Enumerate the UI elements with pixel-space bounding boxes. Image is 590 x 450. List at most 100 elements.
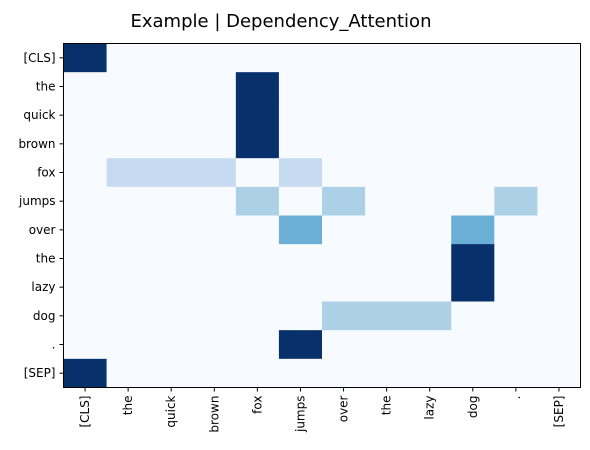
- heatmap-cell: [149, 244, 194, 274]
- heatmap-cell: [192, 72, 237, 102]
- heatmap-cell: [494, 244, 538, 274]
- heatmap-cell: [106, 330, 151, 360]
- heatmap-cell: [451, 43, 495, 73]
- heatmap-cell: [149, 272, 194, 302]
- heatmap-cell: [494, 72, 538, 102]
- heatmap-cell: [451, 186, 495, 216]
- heatmap-cell: [278, 330, 323, 360]
- heatmap-cell: [451, 358, 495, 388]
- heatmap-cell: [278, 244, 323, 274]
- heatmap-cell: [192, 43, 237, 73]
- y-tick-label: .: [52, 338, 56, 352]
- heatmap-cell: [149, 72, 194, 102]
- x-tick-label: [SEP]: [552, 396, 566, 428]
- heatmap-cell: [106, 43, 151, 73]
- heatmap-cell: [365, 272, 409, 302]
- heatmap-cell: [537, 272, 581, 302]
- heatmap-cell: [278, 100, 323, 130]
- heatmap-cell: [451, 330, 495, 360]
- heatmap-cell: [235, 330, 280, 360]
- heatmap-cell: [537, 100, 581, 130]
- heatmap-cell: [408, 330, 452, 360]
- heatmap-cell: [537, 215, 581, 245]
- heatmap-cell: [408, 244, 452, 274]
- heatmap-cell: [106, 301, 151, 331]
- heatmap-cell: [408, 129, 452, 159]
- heatmap-cell: [192, 272, 237, 302]
- heatmap-cell: [494, 186, 538, 216]
- heatmap-cell: [494, 100, 538, 130]
- heatmap-cell: [537, 244, 581, 274]
- heatmap-cell: [365, 215, 409, 245]
- heatmap-cell: [322, 129, 366, 159]
- heatmap-cell: [63, 301, 107, 331]
- heatmap-cell: [322, 158, 366, 188]
- heatmap-cell: [278, 158, 323, 188]
- chart-title: Example | Dependency_Attention: [131, 11, 432, 32]
- heatmap-cell: [537, 129, 581, 159]
- heatmap-cell: [235, 100, 280, 130]
- heatmap-cell: [408, 272, 452, 302]
- heatmap-cell: [537, 72, 581, 102]
- heatmap-cell: [494, 358, 538, 388]
- heatmap-cell: [537, 301, 581, 331]
- heatmap-cell: [408, 100, 452, 130]
- heatmap-cell: [322, 72, 366, 102]
- heatmap-cell: [494, 272, 538, 302]
- heatmap-cell: [451, 158, 495, 188]
- heatmap-cell: [235, 43, 280, 73]
- heatmap-cell: [451, 244, 495, 274]
- heatmap-cell: [537, 43, 581, 73]
- heatmap-cell: [322, 43, 366, 73]
- heatmap-cell: [106, 358, 151, 388]
- heatmap-cell: [106, 186, 151, 216]
- y-tick-label: quick: [23, 108, 55, 122]
- heatmap-cell: [235, 129, 280, 159]
- heatmap-cell: [365, 129, 409, 159]
- heatmap-cell: [106, 72, 151, 102]
- heatmap-cell: [235, 215, 280, 245]
- heatmap-cell: [149, 158, 194, 188]
- heatmap-cell: [408, 43, 452, 73]
- heatmap-cell: [537, 358, 581, 388]
- heatmap-cell: [408, 301, 452, 331]
- y-tick-label: [CLS]: [23, 51, 55, 65]
- heatmap-cell: [322, 186, 366, 216]
- heatmap-cell: [537, 330, 581, 360]
- heatmap-cell: [192, 330, 237, 360]
- heatmap-cell: [63, 358, 107, 388]
- x-tick-label: lazy: [423, 396, 437, 420]
- heatmap-cell: [537, 186, 581, 216]
- heatmap-cell: [63, 215, 107, 245]
- y-tick-label: brown: [18, 137, 55, 151]
- heatmap-cell: [451, 72, 495, 102]
- heatmap-cell: [278, 358, 323, 388]
- heatmap-cell: [322, 215, 366, 245]
- heatmap-cell: [192, 244, 237, 274]
- heatmap-cell: [149, 358, 194, 388]
- heatmap-cell: [149, 186, 194, 216]
- x-axis: [CLS] the quick brown fox jumps over the lazy dog…: [78, 387, 566, 433]
- x-tick-label: fox: [250, 396, 264, 414]
- heatmap-cell: [494, 129, 538, 159]
- y-tick-label: lazy: [31, 280, 55, 294]
- heatmap-cell: [192, 301, 237, 331]
- y-tick-label: over: [29, 223, 56, 237]
- heatmap-cell: [192, 129, 237, 159]
- x-tick-label: brown: [207, 396, 221, 433]
- heatmap-cell: [365, 100, 409, 130]
- heatmap-cell: [63, 158, 107, 188]
- heatmap-cell: [63, 272, 107, 302]
- heatmap-cell: [278, 301, 323, 331]
- heatmap-cell: [235, 244, 280, 274]
- heatmap-cell: [63, 72, 107, 102]
- heatmap-cell: [537, 158, 581, 188]
- heatmap-cell: [235, 301, 280, 331]
- heatmap-cell: [408, 158, 452, 188]
- heatmap-cell: [451, 100, 495, 130]
- heatmap-cell: [63, 186, 107, 216]
- heatmap-cell: [365, 186, 409, 216]
- heatmap-cell: [149, 330, 194, 360]
